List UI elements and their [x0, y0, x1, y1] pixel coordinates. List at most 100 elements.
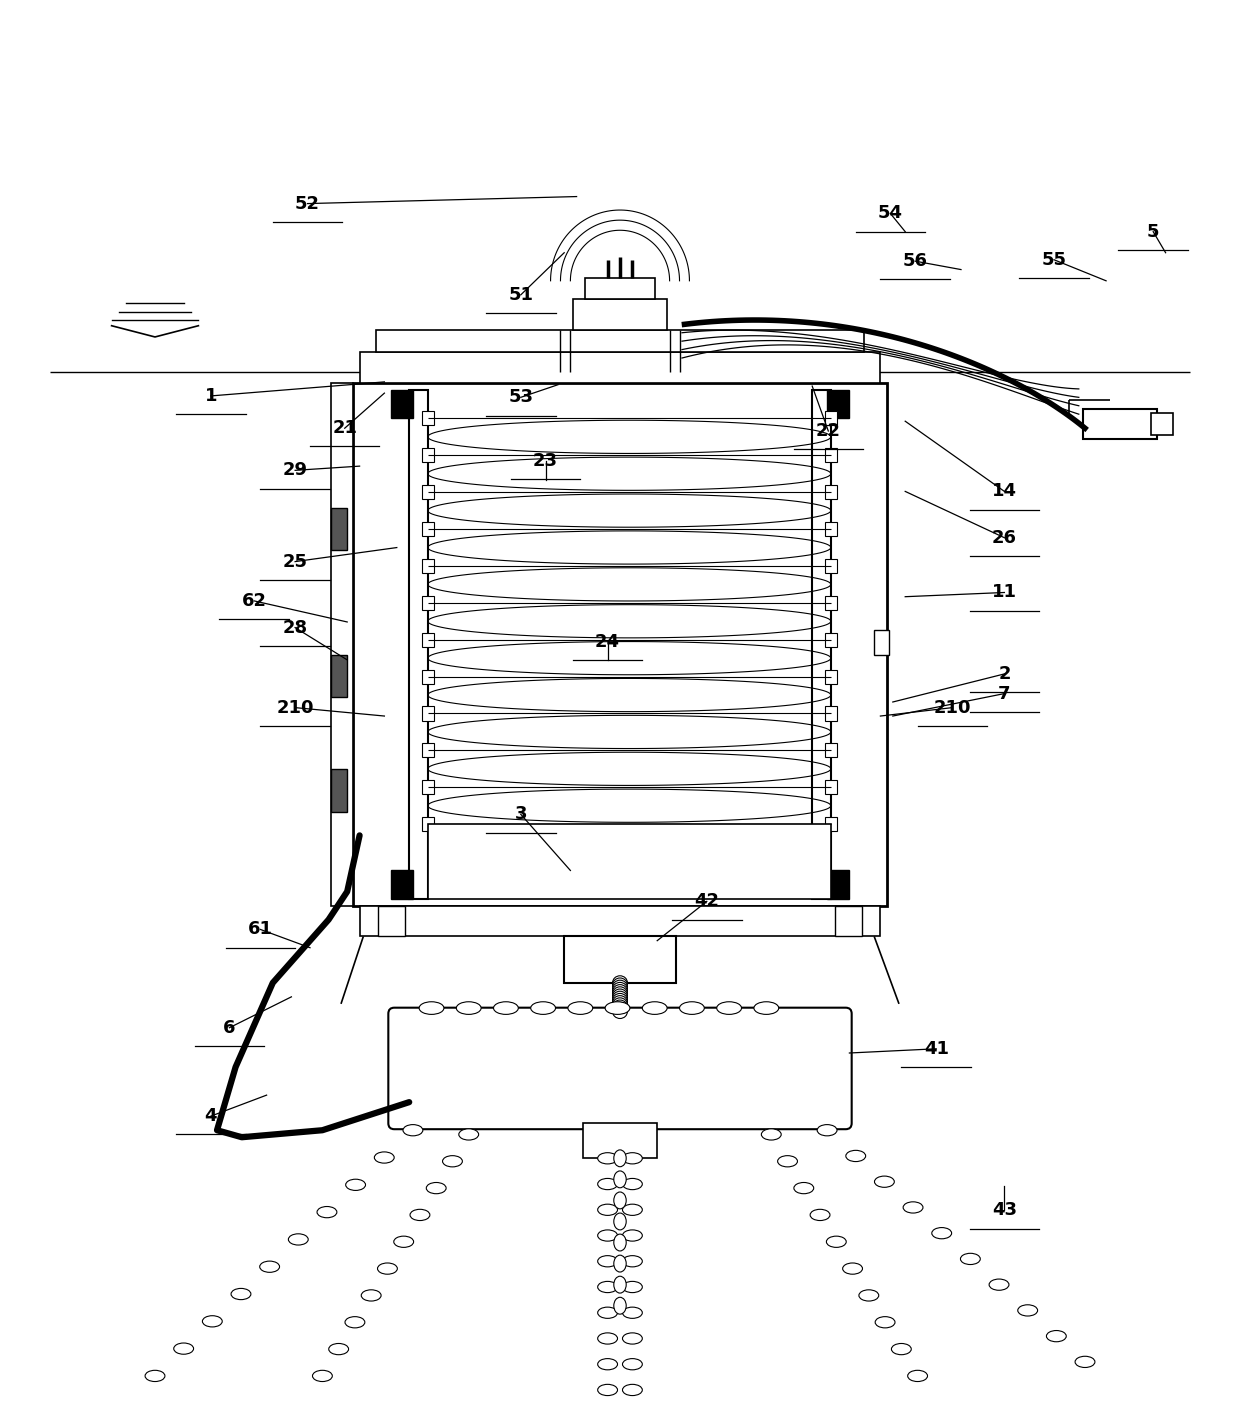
Ellipse shape: [931, 1227, 951, 1238]
Ellipse shape: [622, 1359, 642, 1370]
Bar: [422, 781, 434, 795]
Ellipse shape: [598, 1384, 618, 1396]
Text: 24: 24: [595, 633, 620, 650]
Ellipse shape: [443, 1155, 463, 1167]
Text: 11: 11: [992, 584, 1017, 601]
Ellipse shape: [598, 1153, 618, 1164]
Ellipse shape: [874, 1177, 894, 1188]
Text: 7: 7: [998, 685, 1011, 702]
Ellipse shape: [410, 1209, 430, 1220]
Ellipse shape: [613, 991, 627, 1005]
Ellipse shape: [613, 980, 627, 994]
Bar: [564, 936, 676, 983]
Bar: [825, 559, 837, 573]
Text: 56: 56: [903, 253, 928, 270]
Ellipse shape: [613, 998, 627, 1012]
Ellipse shape: [614, 1276, 626, 1293]
Text: 210: 210: [277, 699, 314, 716]
Ellipse shape: [598, 1307, 618, 1318]
Text: 3: 3: [515, 806, 527, 823]
Ellipse shape: [794, 1182, 813, 1193]
Ellipse shape: [892, 1344, 911, 1355]
Ellipse shape: [622, 1332, 642, 1344]
Ellipse shape: [613, 988, 627, 1002]
Text: 26: 26: [992, 529, 1017, 546]
Text: 25: 25: [283, 553, 308, 570]
Ellipse shape: [614, 1150, 626, 1167]
Bar: [422, 522, 434, 536]
Text: 41: 41: [924, 1040, 949, 1057]
Bar: [825, 706, 837, 720]
Ellipse shape: [843, 1264, 863, 1275]
Bar: [422, 633, 434, 647]
Ellipse shape: [826, 1236, 846, 1247]
Bar: [825, 743, 837, 757]
Ellipse shape: [717, 1002, 742, 1014]
Ellipse shape: [622, 1153, 642, 1164]
Ellipse shape: [598, 1230, 618, 1241]
Bar: [376, 330, 864, 352]
Text: 52: 52: [295, 195, 320, 212]
Ellipse shape: [961, 1254, 981, 1265]
Ellipse shape: [613, 983, 627, 997]
Bar: [331, 383, 353, 906]
Ellipse shape: [614, 1234, 626, 1251]
Bar: [409, 390, 428, 899]
Ellipse shape: [317, 1206, 337, 1217]
Ellipse shape: [1075, 1356, 1095, 1367]
Ellipse shape: [459, 1129, 479, 1140]
Bar: [825, 817, 837, 831]
Ellipse shape: [377, 1264, 397, 1275]
Ellipse shape: [427, 1182, 446, 1193]
Text: 6: 6: [223, 1019, 236, 1036]
Bar: [331, 769, 347, 812]
Text: 53: 53: [508, 389, 533, 406]
Ellipse shape: [622, 1205, 642, 1216]
Text: 62: 62: [242, 592, 267, 609]
FancyBboxPatch shape: [388, 1008, 852, 1129]
Ellipse shape: [903, 1202, 923, 1213]
Bar: [1083, 409, 1157, 439]
Ellipse shape: [622, 1282, 642, 1293]
Bar: [428, 824, 831, 899]
Ellipse shape: [613, 979, 627, 993]
Bar: [825, 411, 837, 425]
Bar: [573, 299, 667, 330]
Text: 28: 28: [283, 619, 308, 636]
Bar: [825, 595, 837, 609]
Ellipse shape: [598, 1332, 618, 1344]
Ellipse shape: [598, 1359, 618, 1370]
Ellipse shape: [754, 1002, 779, 1014]
Ellipse shape: [990, 1279, 1009, 1290]
Text: 1: 1: [205, 388, 217, 404]
Bar: [422, 706, 434, 720]
Bar: [874, 629, 889, 654]
Bar: [422, 448, 434, 462]
Bar: [422, 743, 434, 757]
Bar: [378, 906, 405, 936]
Ellipse shape: [598, 1282, 618, 1293]
Ellipse shape: [614, 1192, 626, 1209]
Bar: [353, 383, 887, 906]
Ellipse shape: [598, 1205, 618, 1216]
Ellipse shape: [1018, 1304, 1038, 1316]
Bar: [391, 390, 413, 418]
Ellipse shape: [312, 1370, 332, 1382]
Ellipse shape: [613, 987, 627, 1001]
Ellipse shape: [361, 1290, 381, 1302]
Text: 14: 14: [992, 483, 1017, 500]
Text: 43: 43: [992, 1202, 1017, 1219]
Text: 61: 61: [248, 921, 273, 938]
Ellipse shape: [531, 1002, 556, 1014]
Bar: [360, 352, 880, 383]
Bar: [825, 633, 837, 647]
Text: 42: 42: [694, 893, 719, 910]
Ellipse shape: [568, 1002, 593, 1014]
Ellipse shape: [374, 1151, 394, 1163]
Text: 5: 5: [1147, 223, 1159, 240]
Bar: [422, 595, 434, 609]
Ellipse shape: [622, 1384, 642, 1396]
Ellipse shape: [761, 1129, 781, 1140]
Ellipse shape: [846, 1150, 866, 1161]
Bar: [360, 906, 880, 936]
